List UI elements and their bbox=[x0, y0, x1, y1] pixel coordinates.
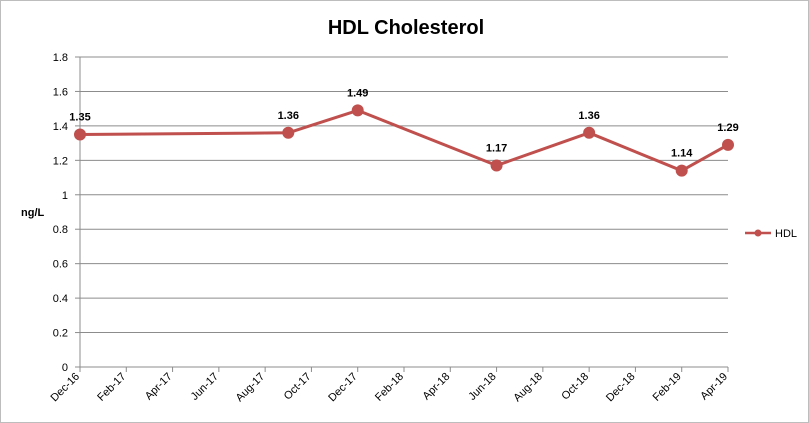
y-tick-label: 1.4 bbox=[53, 121, 68, 133]
data-labels: 1.35 1.36 1.49 1.17 1.36 1.14 1.29 bbox=[69, 87, 738, 159]
data-label: 1.49 bbox=[347, 87, 368, 99]
y-axis-label: ng/L bbox=[21, 207, 44, 219]
x-tick-label: Feb-19 bbox=[651, 371, 684, 404]
x-tick-labels: Dec-16 Feb-17 Apr-17 Jun-17 Aug-17 Oct-17 Dec-… bbox=[49, 371, 731, 405]
y-tick-label: 1.6 bbox=[53, 86, 68, 98]
x-tick-label: Dec-18 bbox=[604, 371, 638, 405]
data-label: 1.36 bbox=[278, 110, 299, 122]
series-hdl bbox=[74, 104, 734, 177]
series-line-hdl bbox=[79, 108, 729, 173]
data-point-marker bbox=[722, 138, 734, 151]
data-point-marker bbox=[490, 159, 503, 172]
data-label: 1.36 bbox=[578, 110, 599, 122]
y-tick-label: 0.4 bbox=[53, 293, 68, 305]
x-tick-label: Oct-17 bbox=[282, 371, 314, 403]
x-tick-label: Dec-17 bbox=[326, 371, 360, 405]
x-tick-label: Jun-17 bbox=[189, 371, 221, 403]
x-tick-label: Oct-18 bbox=[559, 371, 591, 403]
y-tick-label: 0.8 bbox=[53, 224, 68, 236]
x-tick-label: Jun-18 bbox=[466, 371, 498, 403]
axes bbox=[75, 56, 729, 372]
data-label: 1.35 bbox=[69, 112, 90, 124]
y-tick-label: 0 bbox=[62, 362, 68, 374]
data-point-marker bbox=[583, 126, 596, 139]
x-tick-label: Aug-18 bbox=[511, 371, 545, 405]
x-tick-label: Aug-17 bbox=[234, 371, 268, 405]
x-tick-label: Feb-17 bbox=[95, 371, 128, 404]
chart-title: HDL Cholesterol bbox=[328, 17, 484, 39]
y-tick-label: 0.2 bbox=[53, 328, 68, 340]
data-label: 1.14 bbox=[671, 148, 693, 160]
y-tick-label: 1.2 bbox=[53, 155, 68, 167]
data-point-marker bbox=[282, 126, 295, 139]
data-point-marker bbox=[675, 164, 688, 177]
x-tick-label: Apr-19 bbox=[698, 371, 730, 403]
x-tick-label: Feb-18 bbox=[373, 371, 406, 404]
data-label: 1.17 bbox=[486, 143, 507, 155]
gridlines bbox=[80, 56, 728, 334]
x-tick-label: Apr-17 bbox=[143, 371, 175, 403]
y-tick-label: 0.6 bbox=[53, 259, 68, 271]
x-tick-label: Apr-18 bbox=[421, 371, 453, 403]
x-tick-label: Dec-16 bbox=[49, 371, 83, 405]
legend-entry-hdl: HDL bbox=[775, 228, 797, 240]
y-tick-labels: 0 0.2 0.4 0.6 0.8 1 1.2 1.4 1.6 1.8 bbox=[53, 52, 68, 374]
data-point-marker bbox=[74, 128, 86, 141]
y-tick-label: 1.8 bbox=[53, 52, 68, 64]
y-tick-label: 1 bbox=[62, 190, 68, 202]
legend: HDL bbox=[745, 228, 797, 240]
legend-swatch-marker bbox=[754, 229, 762, 237]
data-point-marker bbox=[351, 104, 364, 117]
data-label: 1.29 bbox=[717, 122, 738, 134]
